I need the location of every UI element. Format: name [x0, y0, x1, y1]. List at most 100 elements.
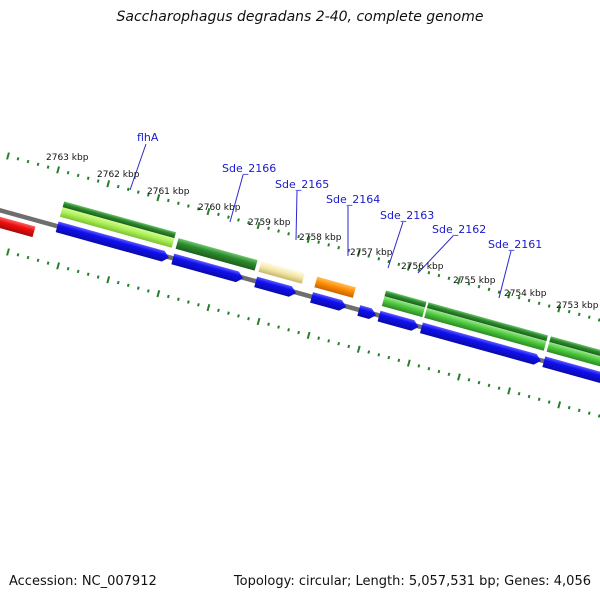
outer-minor-tick: [287, 232, 290, 236]
inner-minor-tick: [467, 378, 471, 382]
outer-minor-tick: [36, 162, 40, 167]
inner-minor-tick: [96, 275, 100, 279]
outer-minor-tick: [547, 304, 551, 308]
outer-minor-tick: [176, 201, 180, 205]
kbp-label: 2761 kbp: [147, 187, 190, 197]
cds-arrow-small[interactable]: [357, 305, 377, 320]
inner-minor-tick: [36, 258, 40, 263]
feature-block-tan-sde2165[interactable]: [258, 261, 305, 284]
inner-major-tick: [557, 401, 562, 409]
cds-arrow-sde2165[interactable]: [254, 276, 297, 299]
outer-minor-tick: [96, 179, 100, 183]
cds-arrow-sde2163[interactable]: [377, 310, 420, 333]
outer-minor-tick: [477, 284, 481, 289]
outer-minor-tick: [537, 301, 541, 305]
feature-block-mid-green-sde2162[interactable]: [424, 308, 547, 351]
outer-minor-tick: [187, 204, 190, 208]
outer-minor-tick: [197, 207, 200, 211]
inner-minor-tick: [497, 386, 501, 390]
outer-minor-tick: [26, 159, 30, 164]
leader-line-sde2166: [229, 174, 244, 223]
outer-minor-tick: [166, 198, 170, 203]
genome-summary-text: Topology: circular; Length: 5,057,531 bp…: [233, 574, 591, 589]
inner-minor-tick: [317, 336, 321, 340]
gene-label-sde2165[interactable]: Sde_2165: [275, 178, 329, 191]
inner-minor-tick: [197, 303, 200, 307]
inner-minor-tick: [187, 300, 190, 304]
kbp-label: 2759 kbp: [248, 218, 291, 228]
gene-label-sde2163[interactable]: Sde_2163: [380, 209, 434, 222]
cds-arrow-sde2161[interactable]: [542, 356, 600, 398]
outer-minor-tick: [217, 212, 220, 217]
inner-minor-tick: [377, 353, 381, 357]
inner-minor-tick: [337, 341, 341, 346]
outer-minor-tick: [387, 259, 391, 264]
outer-major-tick: [156, 194, 161, 202]
feature-block-dark-green-flhA[interactable]: [62, 201, 177, 239]
cds-arrow-sde2164[interactable]: [310, 292, 348, 312]
outer-minor-tick: [417, 268, 421, 272]
outer-minor-tick: [297, 234, 300, 239]
inner-minor-tick: [116, 280, 120, 285]
feature-block-dark-green-sde2161[interactable]: [549, 336, 600, 375]
outer-minor-tick: [16, 157, 20, 161]
feature-block-dark-green-sde2163[interactable]: [384, 290, 427, 308]
inner-minor-tick: [46, 261, 50, 265]
inner-minor-tick: [567, 405, 571, 410]
feature-block-light-green-flhA[interactable]: [59, 206, 175, 248]
outer-major-tick: [306, 235, 311, 244]
kbp-label: 2757 kbp: [350, 248, 393, 258]
rna-feature[interactable]: [0, 213, 36, 238]
outer-major-tick: [356, 249, 361, 257]
kbp-label: 2754 kbp: [504, 289, 547, 299]
inner-major-tick: [256, 317, 261, 326]
outer-minor-tick: [337, 245, 341, 250]
inner-minor-tick: [527, 394, 531, 399]
outer-major-tick: [56, 166, 61, 174]
feature-block-dark-green-sde2166[interactable]: [175, 238, 258, 271]
inner-minor-tick: [547, 400, 551, 404]
inner-minor-tick: [477, 380, 481, 385]
inner-minor-tick: [16, 253, 20, 257]
inner-minor-tick: [537, 397, 541, 401]
outer-minor-tick: [76, 173, 80, 178]
kbp-label: 2762 kbp: [97, 170, 140, 180]
inner-minor-tick: [217, 308, 220, 313]
feature-block-dark-green-sde2162[interactable]: [426, 302, 548, 342]
feature-block-mid-green-sde2163[interactable]: [381, 296, 425, 318]
inner-minor-tick: [176, 297, 180, 301]
kbp-label: 2753 kbp: [556, 301, 599, 311]
inner-minor-tick: [287, 328, 290, 332]
cds-arrow-sde2166[interactable]: [171, 253, 244, 284]
outer-major-tick: [106, 180, 111, 188]
inner-minor-tick: [517, 392, 521, 396]
gene-label-sde2161[interactable]: Sde_2161: [488, 238, 542, 251]
inner-minor-tick: [447, 372, 451, 376]
inner-minor-tick: [166, 294, 170, 299]
outer-minor-tick: [497, 290, 501, 294]
inner-major-tick: [406, 359, 411, 367]
cds-arrow-flhA[interactable]: [55, 221, 171, 264]
inner-major-tick: [6, 248, 10, 256]
leader-lines: [129, 143, 512, 299]
outer-major-tick: [206, 207, 211, 216]
gene-label-sde2164[interactable]: Sde_2164: [326, 193, 380, 206]
gene-label-flhA[interactable]: flhA: [137, 131, 159, 144]
outer-minor-tick: [447, 276, 451, 280]
gene-label-sde2166[interactable]: Sde_2166: [222, 162, 276, 175]
gene-label-sde2162[interactable]: Sde_2162: [432, 223, 486, 236]
inner-tick-ring: [6, 248, 600, 418]
outer-major-tick: [557, 305, 562, 313]
outer-minor-tick: [437, 273, 441, 278]
outer-minor-tick: [397, 262, 401, 267]
cds-arrow-sde2162[interactable]: [419, 322, 542, 367]
feature-block-orange-sde2164[interactable]: [314, 276, 356, 298]
outer-minor-tick: [86, 176, 90, 180]
outer-minor-tick: [237, 218, 240, 222]
outer-minor-tick: [136, 190, 140, 194]
outer-minor-tick: [116, 184, 120, 189]
feature-block-mid-green-sde2161[interactable]: [546, 341, 600, 384]
leader-line-sde2165: [295, 190, 298, 241]
inner-minor-tick: [577, 408, 581, 413]
kbp-label: 2756 kbp: [401, 262, 444, 272]
